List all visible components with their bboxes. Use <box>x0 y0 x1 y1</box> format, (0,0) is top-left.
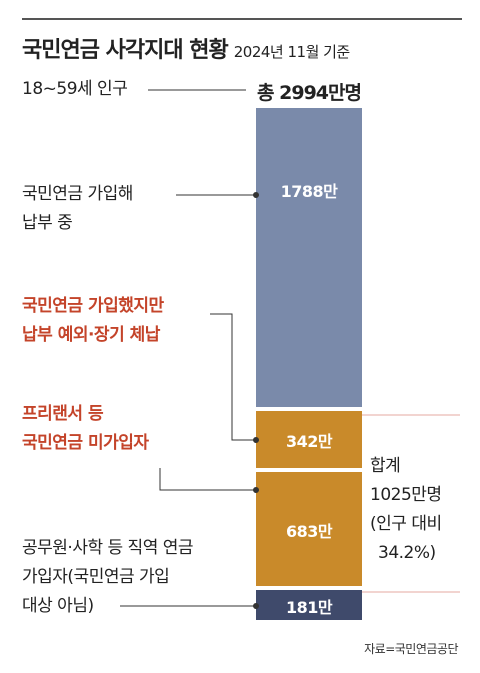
source-note: 자료=국민연금공단 <box>364 642 458 656</box>
public-pension-label: 공무원·사학 등 직역 연금 가입자(국민연금 가입 대상 아님) <box>22 534 194 621</box>
top-rule <box>22 18 462 20</box>
exempt-label-line-1: 국민연금 가입했지만 <box>22 296 164 316</box>
summary-line-1: 합계 <box>370 456 401 476</box>
chart-title: 국민연금 사각지대 현황 2024년 11월 기준 <box>22 32 350 64</box>
public-pension-label-line-3: 대상 아님) <box>22 596 94 616</box>
summary-line-4: 34.2%) <box>378 543 436 563</box>
leader-not-enrolled-dot <box>253 487 259 493</box>
summary-line-2: 1025만명 <box>370 485 442 505</box>
summary-line-3: (인구 대비 <box>370 514 442 534</box>
total-label: 총 2994만명 <box>257 82 362 104</box>
segment-paying <box>256 108 362 407</box>
segment-exempt <box>256 410 362 468</box>
public-pension-label-line-1: 공무원·사학 등 직역 연금 <box>22 538 194 558</box>
segment-not-enrolled-value: 683만 <box>285 521 333 541</box>
population-label: 18~59세 인구 <box>22 79 128 99</box>
segment-public-pension-value: 181만 <box>285 597 333 617</box>
exempt-label-line-2: 납부 예외·장기 체납 <box>22 325 160 345</box>
leader-public-pension-dot <box>253 603 259 609</box>
public-pension-label-line-2: 가입자(국민연금 가입 <box>22 567 170 587</box>
paying-label-line-1: 국민연금 가입해 <box>22 184 133 204</box>
chart-subtitle: 2024년 11월 기준 <box>233 43 351 61</box>
exempt-label: 국민연금 가입했지만 납부 예외·장기 체납 <box>22 292 164 350</box>
not-enrolled-label-line-1: 프리랜서 등 <box>22 404 104 424</box>
not-enrolled-label-line-2: 국민연금 미가입자 <box>22 433 149 453</box>
not-enrolled-label: 프리랜서 등 국민연금 미가입자 <box>22 400 149 458</box>
segment-paying-value: 1788만 <box>280 182 338 201</box>
leader-paying-dot <box>253 192 259 198</box>
title-text: 국민연금 사각지대 현황 <box>22 38 229 63</box>
paying-label-line-2: 납부 중 <box>22 213 73 233</box>
segment-not-enrolled <box>256 471 362 586</box>
segment-public-pension <box>256 589 362 620</box>
leader-exempt <box>210 313 256 441</box>
segment-exempt-value: 342만 <box>285 432 333 452</box>
summary-box: 합계 1025만명 (인구 대비 34.2%) <box>370 452 442 568</box>
leader-exempt-dot <box>253 437 259 443</box>
leader-not-enrolled <box>159 468 256 491</box>
paying-label: 국민연금 가입해 납부 중 <box>22 180 133 238</box>
